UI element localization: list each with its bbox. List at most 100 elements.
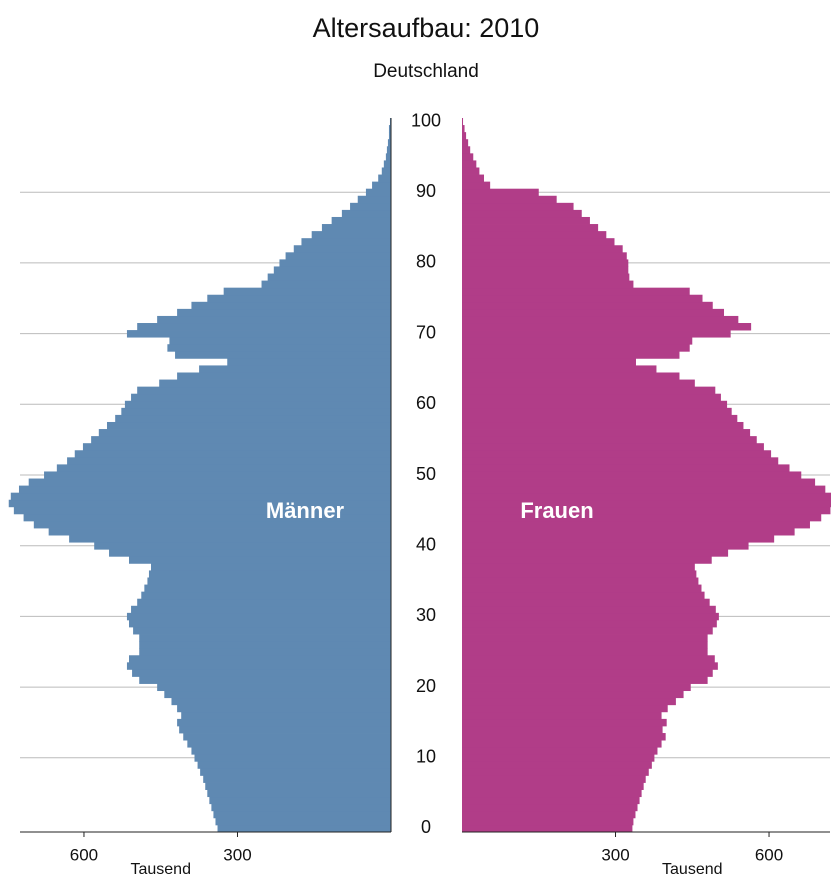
male-bar — [131, 605, 392, 614]
male-bar — [365, 188, 391, 197]
female-bar — [462, 598, 710, 607]
female-bar — [462, 577, 699, 585]
female-bar — [462, 400, 728, 409]
male-bar — [121, 407, 391, 416]
y-tick-label: 90 — [416, 181, 436, 201]
female-bar — [462, 492, 831, 501]
female-bar — [462, 499, 831, 508]
y-tick-label: 70 — [416, 322, 436, 342]
female-bar — [462, 471, 802, 479]
male-bar — [213, 810, 391, 819]
male-bar — [267, 273, 391, 281]
male-bar — [177, 372, 391, 380]
female-bar — [462, 216, 590, 225]
female-bar — [462, 563, 695, 571]
female-bar — [462, 570, 697, 578]
male-bar — [321, 224, 391, 232]
male-bar — [293, 245, 391, 253]
female-bar — [462, 740, 662, 748]
female-bar — [462, 202, 574, 211]
male-bar — [179, 725, 391, 734]
series-label: Männer — [266, 498, 345, 523]
male-bar — [169, 337, 391, 345]
female-bar — [462, 386, 716, 395]
female-bar — [462, 535, 775, 543]
female-bar — [462, 393, 721, 402]
chart-title: Altersaufbau: 2010 — [313, 13, 540, 43]
female-bar — [462, 125, 465, 133]
male-bar — [215, 817, 391, 826]
male-bar — [341, 209, 391, 218]
male-bar — [197, 761, 391, 769]
male-bar — [126, 612, 391, 621]
male-bar — [273, 266, 391, 274]
female-bar — [462, 725, 663, 734]
male-bar — [148, 570, 391, 578]
male-bar — [74, 450, 391, 458]
female-bar — [462, 457, 779, 465]
x-axis-label: Tausend — [130, 861, 191, 878]
female-bar — [462, 358, 636, 366]
male-bar — [126, 662, 391, 670]
male-bar — [203, 775, 391, 783]
male-bar — [132, 669, 392, 677]
female-bar — [462, 443, 764, 451]
female-bar — [462, 591, 705, 600]
female-bar — [462, 676, 708, 684]
male-bar — [261, 280, 391, 289]
female-bar — [462, 337, 693, 345]
female-bar — [462, 704, 668, 713]
male-bar — [381, 167, 391, 175]
male-bar — [227, 358, 391, 366]
male-bar — [139, 676, 391, 684]
female-bar — [462, 245, 623, 253]
male-bar — [191, 301, 391, 310]
male-bar — [357, 195, 391, 204]
male-bar — [279, 259, 391, 267]
male-bar — [147, 577, 391, 585]
x-tick-label: 300 — [223, 845, 251, 864]
female-bar — [462, 294, 703, 303]
male-bar — [128, 655, 391, 663]
male-bar — [372, 181, 391, 190]
male-bar — [44, 471, 392, 479]
female-bar — [462, 287, 690, 296]
chart-subtitle: Deutschland — [373, 61, 479, 82]
male-bar — [164, 690, 391, 699]
x-tick-label: 600 — [70, 845, 98, 864]
male-bar — [131, 393, 392, 402]
female-bar — [462, 789, 642, 798]
female-bar — [462, 301, 713, 310]
male-bar — [13, 506, 391, 515]
female-bar — [462, 266, 629, 274]
male-bar — [301, 238, 391, 246]
female-bar — [462, 520, 810, 529]
female-bar — [462, 612, 719, 621]
male-bar — [187, 740, 391, 748]
female-bar — [462, 584, 702, 593]
male-bar — [167, 344, 391, 352]
male-bar — [311, 231, 391, 239]
male-bar — [137, 323, 391, 331]
male-bar — [177, 704, 391, 713]
male-bar — [285, 252, 391, 260]
male-bar — [33, 520, 391, 529]
male-bar — [98, 429, 392, 437]
male-bar — [106, 421, 391, 430]
female-bar — [462, 259, 629, 267]
female-bar — [462, 761, 652, 769]
series-label: Frauen — [520, 498, 593, 523]
female-bar — [462, 605, 716, 614]
female-bar — [462, 648, 708, 656]
male-bar — [223, 287, 391, 296]
female-bar — [462, 641, 708, 649]
female-bar — [462, 810, 636, 819]
female-bar — [462, 146, 471, 154]
female-bar — [462, 252, 627, 260]
female-bar — [462, 626, 713, 635]
female-bar — [462, 181, 491, 190]
female-bar — [462, 153, 474, 161]
female-bar — [462, 118, 464, 126]
female-bar — [462, 690, 684, 699]
